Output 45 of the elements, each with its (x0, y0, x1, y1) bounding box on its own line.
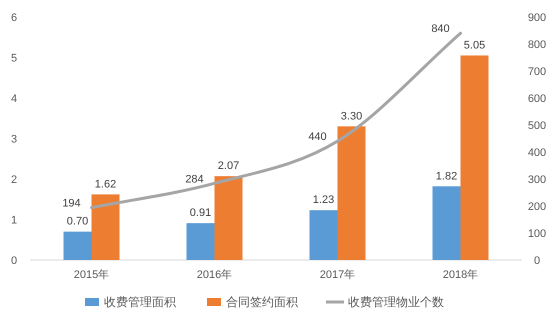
y-tick-label: 5 (10, 52, 18, 64)
x-tick-label: 2015年 (74, 269, 110, 281)
data-label: 2.07 (218, 160, 240, 172)
data-label: 5.05 (464, 39, 486, 52)
y2-tick-label: 900 (528, 12, 546, 24)
y-tick-label: 3 (10, 134, 18, 146)
y2-tick-label: 100 (528, 228, 546, 240)
y2-tick-label: 200 (528, 201, 546, 213)
line-series (90, 32, 462, 210)
y2-tick-label: 300 (528, 174, 546, 186)
data-label: 1.82 (436, 170, 458, 182)
y-tick-label: 2 (10, 174, 18, 186)
data-label: 1.62 (94, 178, 116, 190)
bar (432, 186, 460, 260)
data-label: 0.70 (66, 216, 88, 228)
data-label: 440 (308, 131, 327, 144)
y-tick-label: 6 (10, 12, 18, 24)
data-label: 0.91 (190, 207, 212, 220)
x-tick-label: 2017年 (320, 269, 356, 281)
bar (310, 210, 338, 260)
y2-tick-label: 400 (528, 147, 546, 159)
data-label: 194 (62, 198, 81, 210)
y-tick-label: 0 (10, 255, 18, 267)
data-label: 840 (431, 23, 450, 36)
bar (338, 126, 366, 260)
y2-tick-label: 600 (528, 93, 546, 105)
x-tick-label: 2018年 (442, 269, 478, 281)
legend-label: 收费管理面积 (104, 295, 176, 309)
bar (460, 55, 488, 260)
y2-tick-label: 800 (528, 39, 546, 51)
x-tick-label: 2016年 (196, 269, 232, 281)
bar (64, 232, 92, 260)
bar (92, 194, 120, 260)
data-label: 284 (185, 173, 204, 186)
y2-tick-label: 500 (528, 120, 546, 132)
y-tick-label: 4 (10, 93, 18, 105)
legend-label: 收费管理物业个数 (348, 295, 444, 309)
data-label: 1.23 (312, 194, 334, 206)
y2-tick-label: 700 (528, 66, 546, 78)
legend-label: 合同签约面积 (226, 295, 298, 309)
bar (214, 176, 242, 260)
y-tick-label: 1 (10, 214, 18, 226)
bar (186, 223, 214, 260)
y2-tick-label: 0 (534, 255, 540, 267)
data-label: 3.30 (340, 110, 362, 122)
